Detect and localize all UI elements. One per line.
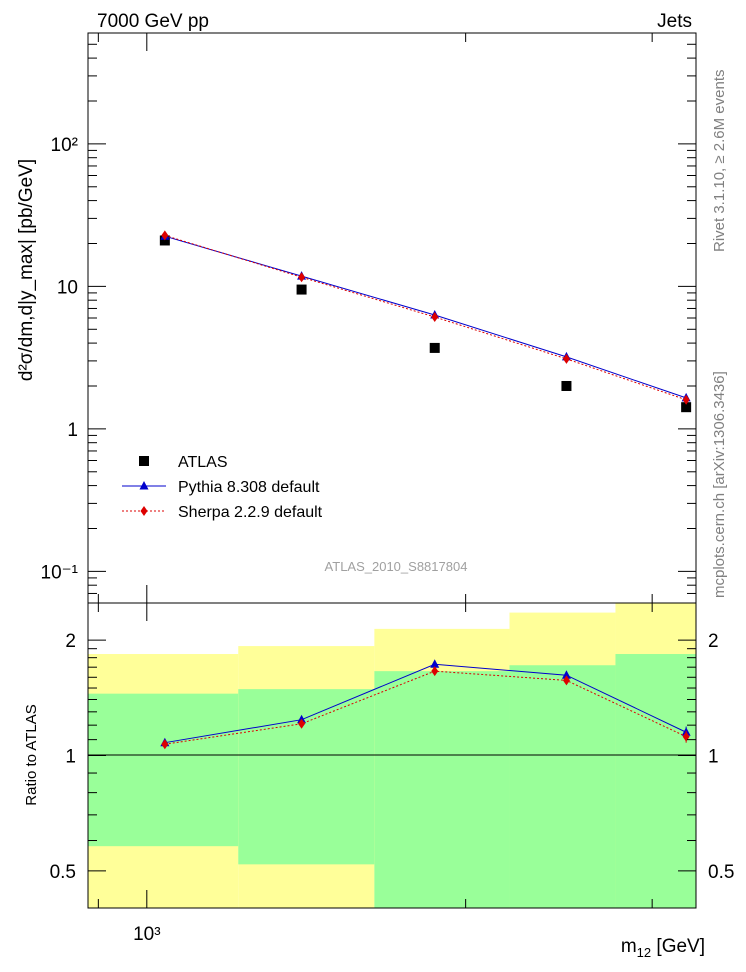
data-point — [561, 380, 572, 391]
data-point — [429, 342, 440, 353]
uncertainty-band-inner — [615, 654, 696, 908]
ratio-y-tick-label-right: 1 — [708, 747, 719, 768]
ratio-series-sherpa-2-2-9-default — [161, 666, 690, 750]
legend: ATLAS Pythia 8.308 default Sherpa 2.2.9 de… — [122, 454, 323, 521]
data-point — [431, 311, 439, 322]
x-axis-title: m12 [GeV] — [621, 936, 705, 960]
mcplots-label: mcplots.cern.ch [arXiv:1306.3436] — [711, 371, 728, 598]
energy-label: 7000 GeV pp — [97, 11, 209, 32]
legend-marker — [139, 481, 149, 490]
ratio-point — [561, 670, 571, 679]
main-y-axis-label: d²σ/dm,d|y_max| [pb/GeV] — [16, 159, 37, 381]
legend-item: ATLAS — [139, 454, 228, 471]
x-tick-label: 10³ — [133, 924, 160, 945]
process-label: Jets — [657, 11, 692, 32]
series-line — [164, 235, 687, 399]
series-atlas — [159, 235, 692, 413]
y-tick-label: 1 — [67, 420, 78, 441]
uncertainty-band-inner — [88, 693, 239, 847]
legend-label: ATLAS — [178, 454, 228, 471]
series-line — [164, 234, 687, 401]
legend-item: Pythia 8.308 default — [122, 479, 320, 496]
data-point — [296, 284, 307, 295]
uncertainty-band-inner — [509, 665, 616, 908]
data-point — [681, 402, 692, 413]
ratio-y-tick-label-left: 0.5 — [50, 862, 76, 883]
series-pythia-8-308-default — [160, 231, 691, 402]
uncertainty-band-inner — [238, 689, 375, 865]
main-panel: 10⁻¹ 1 10 10² ATLAS_2010_S8817804 d²σ/dm,d|… — [16, 32, 697, 604]
ratio-point — [298, 718, 306, 729]
ratio-point — [431, 666, 439, 677]
ratio-y-tick-label-right: 0.5 — [708, 862, 734, 883]
analysis-id-label: ATLAS_2010_S8817804 — [325, 559, 468, 574]
legend-marker — [139, 456, 149, 466]
data-point — [161, 230, 169, 241]
data-point — [159, 235, 170, 246]
ratio-y-tick-label-left: 1 — [65, 747, 76, 768]
ratio-y-axis-label: Ratio to ATLAS — [23, 704, 40, 805]
y-tick-label: 10² — [51, 135, 78, 156]
ratio-panel: 0.5 0.5 1 1 2 2 Ratio to ATLAS — [23, 602, 734, 909]
legend-item: Sherpa 2.2.9 default — [122, 504, 323, 521]
ratio-y-tick-label-left: 2 — [65, 631, 76, 652]
y-tick-label: 10 — [57, 277, 78, 298]
data-point — [682, 394, 690, 405]
data-point — [298, 272, 306, 283]
ratio-point — [562, 675, 570, 686]
y-tick-label: 10⁻¹ — [41, 562, 79, 583]
legend-marker — [140, 506, 148, 516]
ratio-point — [430, 659, 440, 668]
legend-label: Pythia 8.308 default — [178, 479, 320, 496]
rivet-version-label: Rivet 3.1.10, ≥ 2.6M events — [711, 70, 728, 253]
data-point — [562, 353, 570, 364]
legend-label: Sherpa 2.2.9 default — [178, 504, 323, 521]
uncertainty-band-inner — [374, 671, 510, 908]
series-sherpa-2-2-9-default — [161, 230, 690, 405]
ratio-point — [161, 739, 169, 750]
ratio-y-tick-label-right: 2 — [708, 631, 719, 652]
